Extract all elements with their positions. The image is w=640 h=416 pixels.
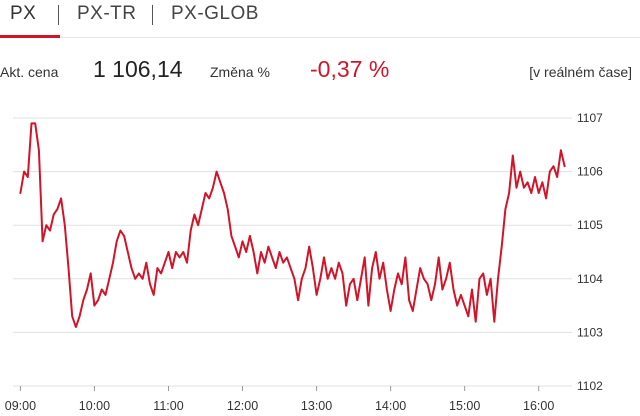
y-tick-label: 1104 [577, 272, 603, 286]
x-tick-label: 16:00 [523, 399, 554, 413]
x-tick-label: 14:00 [375, 399, 406, 413]
price-label: Akt. cena [0, 64, 59, 80]
y-tick-label: 1103 [577, 325, 603, 339]
tab-px[interactable]: PX [10, 3, 37, 24]
x-axis-ticks: 09:00 10:00 11:00 12:00 13:00 14:00 15:00 16:00 [5, 386, 554, 413]
y-tick-label: 1107 [577, 111, 603, 125]
y-tick-label: 1106 [577, 165, 603, 179]
intraday-line-chart: 1102 1103 1104 1105 1106 1107 09:00 10:00 11:00… [5, 111, 603, 413]
change-label: Změna % [210, 64, 270, 80]
x-tick-label: 12:00 [227, 399, 258, 413]
price-value: 1 106,14 [93, 56, 183, 82]
x-tick-label: 13:00 [301, 399, 332, 413]
tab-separator [152, 5, 153, 25]
grid-lines [13, 117, 572, 387]
x-tick-label: 10:00 [79, 399, 110, 413]
index-tabs: PX PX-TR PX-GLOB [0, 0, 640, 38]
tabs-divider [0, 37, 640, 38]
active-tab-indicator [0, 35, 60, 38]
y-axis-ticks: 1102 1103 1104 1105 1106 1107 [577, 111, 603, 393]
y-tick-label: 1105 [577, 218, 603, 232]
y-tick-label: 1102 [577, 379, 603, 393]
quote-bar: Akt. cena 1 106,14 Změna % -0,37 % [v re… [0, 52, 640, 92]
realtime-status: [v reálném čase] [529, 64, 632, 80]
x-tick-label: 15:00 [449, 399, 480, 413]
change-value: -0,37 % [310, 56, 390, 82]
x-tick-label: 09:00 [5, 399, 36, 413]
tab-px-glob[interactable]: PX-GLOB [171, 3, 259, 24]
tab-px-tr[interactable]: PX-TR [77, 3, 137, 24]
price-series-line [19, 122, 566, 328]
x-tick-label: 11:00 [153, 399, 183, 413]
tab-separator [58, 5, 59, 25]
